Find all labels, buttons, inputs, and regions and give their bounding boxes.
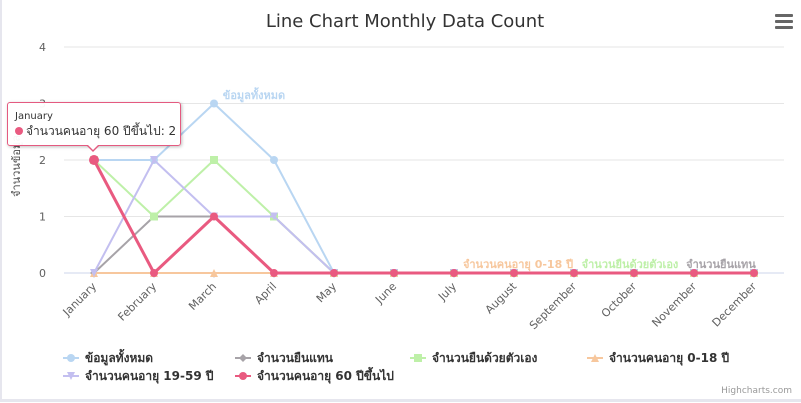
- legend-item[interactable]: จำนวนคนอายุ 60 ปีขึ้นไป: [235, 366, 394, 384]
- point: [390, 269, 398, 277]
- series-line: [92, 159, 754, 275]
- point: [270, 269, 278, 277]
- point: [210, 156, 218, 164]
- point: [630, 269, 638, 277]
- hamburger-menu-icon[interactable]: [773, 14, 795, 36]
- y-axis-title: จำนวนข้อมูล: [10, 135, 23, 197]
- x-tick-label: November: [649, 280, 699, 330]
- point: [450, 269, 458, 277]
- point: [414, 354, 422, 362]
- tooltip: January จำนวนคนอายุ 60 ปีขึ้นไป: 2: [7, 102, 181, 152]
- legend-item[interactable]: จำนวนคนอายุ 0-18 ปี: [587, 351, 730, 366]
- point: [239, 354, 247, 362]
- x-tick-label: December: [710, 280, 760, 330]
- y-tick-label: 1: [39, 211, 46, 224]
- x-tick-label: April: [252, 280, 279, 307]
- tooltip-arrow: [86, 144, 100, 152]
- legend-label: ข้อมูลทั้งหมด: [85, 348, 153, 366]
- point: [330, 269, 338, 277]
- point: [150, 269, 158, 277]
- series-1: [90, 99, 758, 277]
- credits-link[interactable]: Highcharts.com: [721, 386, 792, 396]
- point: [690, 269, 698, 277]
- y-tick-label: 0: [39, 267, 46, 280]
- point: [210, 99, 218, 108]
- legend-label: จำนวนคนอายุ 19-59 ปี: [85, 369, 214, 384]
- point: [150, 212, 158, 221]
- legend-item[interactable]: จำนวนยืนแทน: [235, 351, 334, 365]
- legend: ข้อมูลทั้งหมด จำนวนยืนแทน จำนวนยืนด้วยตัวเ…: [63, 348, 730, 384]
- menu-bar: [775, 20, 793, 23]
- point: [750, 269, 758, 277]
- x-tick-label: May: [314, 280, 340, 306]
- point: [90, 269, 98, 277]
- point: [150, 156, 158, 164]
- x-tick-label: September: [527, 280, 580, 333]
- x-tick-label: June: [372, 280, 399, 307]
- series-group: [89, 99, 758, 277]
- grid: [64, 46, 784, 274]
- series-annotation: ข้อมูลทั้งหมด: [223, 87, 285, 103]
- x-tick-label: July: [435, 280, 459, 304]
- chart-title: Line Chart Monthly Data Count: [266, 11, 544, 32]
- point: [570, 269, 578, 277]
- tooltip-header: January: [15, 111, 53, 122]
- x-tick-label: October: [599, 280, 640, 321]
- point: [270, 156, 278, 164]
- series-annotation: จำนวนคนอายุ 0-18 ปี: [463, 258, 573, 272]
- point: [591, 354, 599, 362]
- point: [270, 212, 278, 221]
- x-tick-label: March: [186, 280, 219, 313]
- menu-bar: [775, 14, 793, 17]
- point: [67, 354, 75, 362]
- x-tick-label: February: [115, 280, 159, 324]
- point: [67, 372, 75, 380]
- point: [239, 372, 247, 380]
- series-6: [89, 155, 758, 277]
- y-tick-label: 4: [39, 41, 46, 54]
- y-axis: 01234จำนวนข้อมูล: [10, 41, 46, 280]
- menu-bar: [775, 26, 793, 29]
- legend-item[interactable]: จำนวนยืนด้วยตัวเอง: [410, 351, 538, 365]
- legend-item[interactable]: จำนวนคนอายุ 19-59 ปี: [63, 369, 214, 384]
- series-annotation: จำนวนยืนแทน: [686, 258, 756, 271]
- x-tick-label: August: [483, 279, 520, 316]
- tooltip-series-dot: [15, 127, 23, 135]
- tooltip-row: จำนวนคนอายุ 60 ปีขึ้นไป: 2: [15, 123, 177, 139]
- legend-label: จำนวนยืนด้วยตัวเอง: [432, 351, 538, 365]
- x-axis: January February March April May June July Augu…: [60, 273, 760, 333]
- legend-label: จำนวนยืนแทน: [257, 351, 334, 365]
- point: [89, 155, 99, 165]
- tooltip-text: จำนวนคนอายุ 60 ปีขึ้นไป: 2: [26, 124, 177, 138]
- series-annotation: จำนวนยืนด้วยตัวเอง: [582, 258, 679, 271]
- y-tick-label: 2: [39, 154, 46, 167]
- point: [210, 269, 218, 277]
- legend-item[interactable]: ข้อมูลทั้งหมด: [63, 348, 153, 366]
- legend-label: จำนวนคนอายุ 60 ปีขึ้นไป: [257, 366, 394, 384]
- x-tick-label: January: [60, 280, 100, 320]
- series-line: [94, 102, 754, 274]
- point: [210, 212, 218, 221]
- point: [510, 269, 518, 277]
- legend-label: จำนวนคนอายุ 0-18 ปี: [609, 351, 730, 366]
